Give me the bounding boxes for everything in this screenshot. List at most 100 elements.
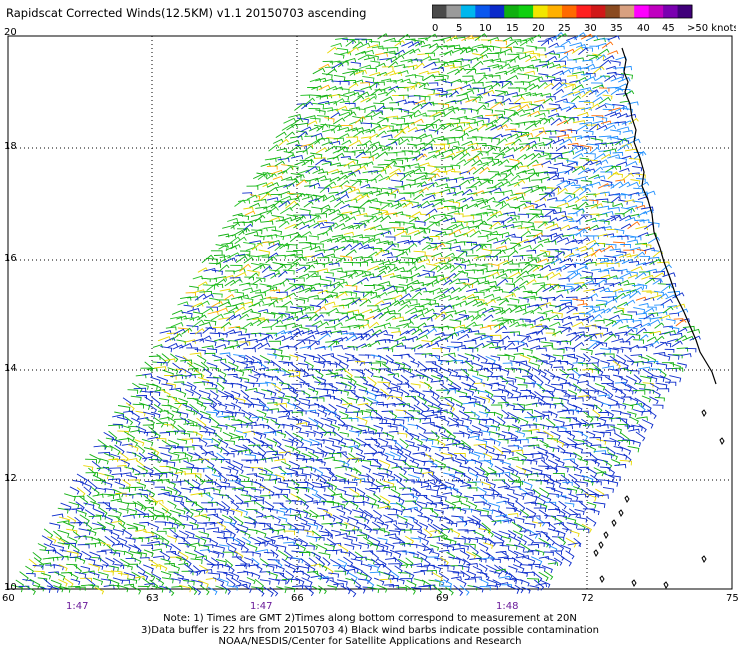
wind-barb [511, 236, 523, 242]
wind-barb [339, 80, 350, 86]
wind-barb [473, 443, 487, 449]
wind-barb [343, 507, 353, 515]
wind-barb [253, 474, 264, 482]
wind-barb [452, 223, 464, 230]
wind-barb [344, 369, 353, 379]
wind-barb [245, 458, 259, 464]
wind-barb [544, 369, 556, 380]
wind-barb [560, 180, 571, 185]
wind-barb [409, 48, 421, 55]
wind-barb [328, 209, 341, 216]
wind-barb [425, 52, 435, 57]
wind-barb [553, 210, 567, 216]
wind-barb [425, 367, 438, 373]
wind-barb [512, 403, 525, 410]
wind-barb [386, 80, 397, 84]
wind-barb [507, 268, 520, 274]
wind-barb [246, 185, 259, 190]
wind-barb [568, 493, 579, 501]
wind-barb [378, 125, 391, 131]
wind-barb [201, 307, 214, 315]
wind-barb [326, 514, 336, 522]
wind-barb [258, 382, 268, 387]
wind-barb [274, 402, 288, 408]
wind-barb [515, 360, 528, 365]
wind-barb [394, 40, 405, 47]
wind-barb [395, 251, 409, 258]
wind-barb [449, 147, 460, 152]
wind-barb [314, 194, 328, 202]
wind-barb [535, 130, 547, 138]
wind-barb [321, 161, 333, 166]
wind-barb [290, 423, 302, 433]
wind-barb [407, 335, 419, 341]
wind-barb [284, 131, 295, 139]
wind-barb [568, 220, 581, 225]
wind-barb [509, 297, 520, 304]
wind-barb [316, 543, 328, 553]
wind-barb [246, 283, 258, 289]
wind-barb [287, 197, 300, 203]
wind-barb [184, 389, 194, 397]
wind-barb [547, 174, 559, 181]
wind-barb [244, 210, 256, 216]
wind-barb [315, 158, 327, 166]
wind-barb [569, 376, 580, 384]
wind-barb [339, 480, 349, 485]
wind-barb [341, 417, 353, 422]
wind-barb [333, 137, 345, 142]
wind-barb [247, 269, 260, 277]
wind-barb [314, 330, 328, 336]
wind-barb [443, 109, 456, 118]
wind-barb [331, 62, 344, 69]
wind-barb [190, 558, 203, 565]
wind-barb [219, 494, 229, 499]
wind-barb [459, 395, 472, 401]
wind-barb [578, 394, 590, 400]
wind-barb [243, 206, 254, 211]
wind-barb [505, 58, 516, 63]
wind-barb [475, 402, 488, 412]
wind-barb [502, 291, 514, 297]
wind-barb [321, 73, 333, 79]
wind-barb [570, 272, 582, 280]
wind-barb [415, 287, 427, 292]
wind-barb [115, 516, 126, 527]
wind-barb [489, 437, 501, 447]
wind-barb [317, 257, 330, 262]
wind-barb [498, 212, 509, 217]
wind-barb [314, 402, 326, 413]
wind-barb [355, 416, 368, 426]
wind-barb [365, 129, 376, 134]
wind-barb [520, 132, 534, 138]
wind-barb [605, 429, 616, 433]
wind-barb [136, 551, 148, 558]
wind-barb [394, 267, 405, 272]
wind-barb [305, 97, 316, 105]
wind-barb [409, 240, 421, 245]
wind-barb [590, 248, 603, 257]
wind-barb [275, 493, 288, 499]
wind-barb [545, 557, 557, 566]
wind-barb [363, 215, 374, 220]
wind-barb [75, 501, 85, 511]
wind-barb [431, 274, 445, 280]
wind-barb [623, 318, 634, 323]
wind-barb [58, 564, 68, 572]
wind-barb [537, 258, 549, 264]
wind-barb [576, 283, 587, 292]
wind-barb [470, 243, 482, 251]
wind-barb [423, 374, 434, 383]
wind-barb [366, 514, 377, 523]
wind-barb [540, 341, 553, 348]
wind-barb [297, 516, 308, 526]
wind-barb [495, 432, 506, 440]
wind-barb [619, 272, 632, 278]
wind-barb [331, 234, 344, 239]
wind-barb [421, 543, 433, 555]
wind-barb [318, 171, 329, 176]
wind-barb [467, 142, 479, 147]
wind-barb [272, 453, 284, 459]
wind-barb [628, 333, 641, 340]
wind-barb [321, 208, 332, 215]
